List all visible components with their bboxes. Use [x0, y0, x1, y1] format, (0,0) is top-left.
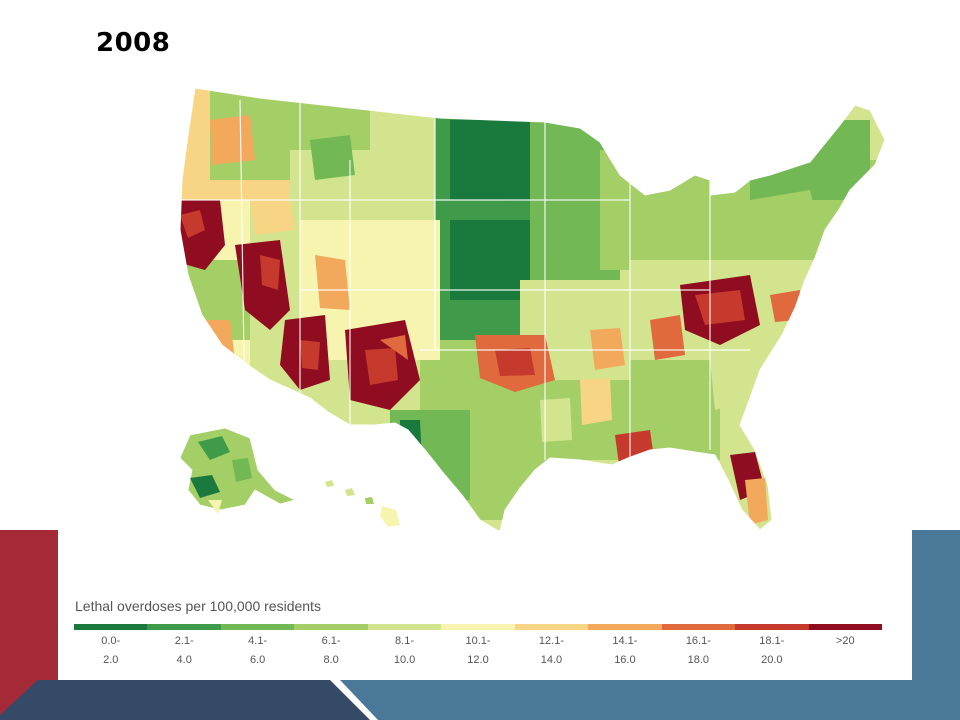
legend-color-bar	[74, 624, 882, 630]
legend-bin-label-line1: 0.0-	[101, 635, 121, 647]
slide-title: 2008	[96, 28, 171, 58]
legend-bin-label-line1: 8.1-	[395, 635, 415, 647]
legend-bin-label-line2: 8.0	[323, 654, 339, 666]
legend-bin-label-line2: 16.0	[614, 654, 636, 666]
legend-swatch	[367, 624, 442, 630]
legend-bin-label-line2: 2.0	[103, 654, 119, 666]
legend-bin-label: 12.1- 14.0	[515, 632, 588, 670]
legend-bin-label-line2: 4.0	[176, 654, 192, 666]
legend-bin-label: 16.1- 18.0	[662, 632, 735, 670]
legend-bin-label-line2: 10.0	[393, 654, 416, 666]
legend-panel: Lethal overdoses per 100,000 residents 0…	[58, 530, 912, 680]
legend-swatch	[74, 624, 148, 630]
legend-bin-label: 10.1- 12.0	[441, 632, 514, 670]
legend-swatch	[808, 624, 882, 630]
legend-swatch	[147, 624, 221, 630]
legend-bin-label-line2: 6.0	[249, 654, 266, 666]
legend-bin-label-line1: 2.1-	[174, 635, 194, 647]
hawaii-region	[325, 480, 400, 527]
legend-bin-label-line2: 20.0	[761, 654, 783, 666]
legend-bin-label: >20	[809, 632, 882, 670]
legend-bin-label: 18.1- 20.0	[735, 632, 808, 670]
legend-bin-label: 8.1- 10.0	[368, 632, 441, 670]
decorative-bottom-band	[0, 680, 960, 720]
legend-bin-label-line2: 14.0	[540, 654, 563, 666]
legend-swatch	[220, 624, 295, 630]
legend-bin-label-line1: 18.1-	[759, 635, 785, 647]
legend-swatch	[588, 624, 662, 630]
legend-title: Lethal overdoses per 100,000 residents	[75, 598, 321, 614]
legend-bin-label-line1: >20	[835, 635, 855, 647]
legend-bin-label: 6.1- 8.0	[294, 632, 367, 670]
legend-bin-label: 2.1- 4.0	[147, 632, 220, 670]
legend-bin-label: 4.1- 6.0	[221, 632, 294, 670]
legend-swatch	[514, 624, 589, 630]
alaska-region	[179, 427, 297, 514]
legend-bin-label-line1: 14.1-	[612, 635, 638, 647]
legend-bin-label-line1: 4.1-	[248, 635, 268, 647]
legend-bin-label-line1: 16.1-	[685, 635, 711, 647]
legend-swatch	[294, 624, 368, 630]
legend-swatch	[661, 624, 736, 630]
legend-bin-label: 0.0- 2.0	[74, 632, 147, 670]
legend-swatch	[735, 624, 809, 630]
legend-bin-label: 14.1- 16.0	[588, 632, 661, 670]
legend-bin-label-line1: 12.1-	[538, 635, 564, 647]
legend-bin-label-line1: 10.1-	[465, 635, 491, 647]
us-overdose-choropleth-map	[179, 87, 886, 533]
legend-bin-label-line2: 12.0	[467, 654, 489, 666]
legend-bin-label-line1: 6.1-	[321, 635, 341, 647]
legend-swatch	[441, 624, 515, 630]
legend-bin-label-line2: 18.0	[687, 654, 710, 666]
legend-labels: 0.0- 2.0 2.1- 4.0 4.1- 6.0 6.1- 8.0 8.1- 10.0 10.1…	[74, 632, 882, 670]
